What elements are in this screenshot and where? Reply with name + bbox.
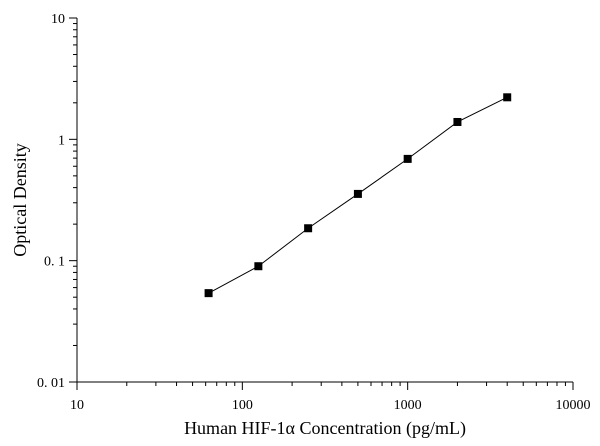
y-tick-label: 0. 01	[37, 376, 65, 391]
y-axis-minor-ticks	[73, 23, 77, 346]
data-point-marker	[503, 93, 512, 102]
y-axis-tick-labels: 0. 01 0. 1 1 10	[37, 12, 65, 391]
y-tick-label: 0. 1	[44, 255, 65, 270]
x-axis-title: Human HIF-1α Concentration (pg/mL)	[184, 418, 466, 439]
x-tick-label: 10000	[556, 398, 591, 413]
x-tick-label: 1000	[394, 398, 422, 413]
y-axis-title: Optical Density	[10, 143, 30, 256]
x-axis-tick-labels: 10 100 1000 10000	[70, 398, 591, 413]
y-axis-major-ticks	[69, 17, 77, 383]
x-tick-label: 100	[232, 398, 253, 413]
data-point-marker	[304, 224, 313, 233]
data-points	[204, 93, 512, 298]
data-point-marker	[403, 154, 412, 163]
data-point-marker	[204, 289, 213, 298]
x-axis-major-ticks	[76, 382, 574, 390]
x-axis-minor-ticks	[126, 382, 566, 386]
y-tick-label: 1	[58, 133, 65, 148]
data-point-marker	[453, 117, 462, 126]
x-tick-label: 10	[70, 398, 84, 413]
data-point-marker	[254, 262, 263, 271]
y-tick-label: 10	[51, 12, 65, 27]
data-point-marker	[353, 189, 362, 198]
